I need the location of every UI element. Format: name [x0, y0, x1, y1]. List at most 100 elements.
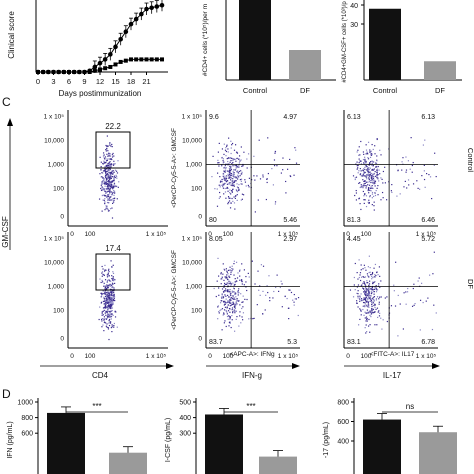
flow-event-dot [224, 288, 227, 290]
flow-event-dot [109, 191, 111, 193]
flow-event-dot [238, 166, 240, 168]
flow-event-dot [114, 310, 116, 312]
flow-event-dot [282, 169, 284, 171]
flow-event-dot [295, 149, 297, 151]
flow-event-dot [226, 313, 228, 315]
flow-event-dot [219, 176, 221, 178]
flow-event-dot [358, 276, 360, 279]
flow-event-dot [237, 291, 239, 293]
flow-event-dot [221, 181, 223, 183]
flow-event-dot [360, 310, 362, 312]
flow-event-dot [103, 274, 105, 276]
flow-event-dot [108, 152, 110, 154]
flow-event-dot [286, 297, 288, 300]
flow-event-dot [233, 306, 235, 308]
flow-event-dot [112, 314, 114, 316]
flow-event-dot [234, 169, 237, 171]
flow-event-dot [102, 310, 104, 312]
flow-event-dot [364, 193, 366, 195]
flow-event-dot [418, 277, 420, 279]
flow-event-dot [102, 318, 104, 320]
flow-event-dot [223, 309, 226, 311]
flow-event-dot [113, 180, 115, 182]
clinical-x-tick-label: 6 [67, 77, 71, 86]
flow-event-dot [367, 325, 370, 327]
flow-event-dot [111, 297, 113, 299]
flow-event-dot [107, 272, 109, 274]
flow-event-dot [259, 285, 261, 287]
flow-event-dot [411, 305, 414, 307]
flow-event-dot [101, 279, 103, 282]
flow-event-dot [236, 190, 238, 192]
flow-event-dot [244, 298, 246, 301]
flow-event-dot [359, 295, 361, 297]
flow-event-dot [230, 184, 232, 186]
flow-event-dot [232, 171, 234, 173]
flow-event-dot [106, 326, 108, 328]
flow-event-dot [376, 271, 378, 273]
flow-event-dot [357, 290, 359, 292]
quadrant-ul: 8.05 [209, 236, 223, 243]
flow-event-dot [367, 170, 369, 172]
flow-event-dot [373, 300, 375, 302]
flow-event-dot [235, 261, 238, 263]
panel-a-clinical-score: Clinical score 0 3 6 9 12 15 18 21 Days postimm… [7, 0, 168, 98]
flow-event-dot [360, 184, 362, 186]
flow-event-dot [104, 183, 106, 185]
flow-event-dot [107, 163, 109, 165]
flow-event-dot [355, 302, 358, 304]
flow-event-dot [107, 287, 109, 289]
flow-event-dot [103, 298, 106, 300]
flow-event-dot [101, 293, 103, 295]
flow-event-dot [223, 178, 225, 180]
flow-event-dot [368, 184, 371, 186]
flow-event-dot [227, 203, 229, 205]
flow-event-dot [230, 293, 232, 295]
flow-event-dot [112, 303, 114, 305]
flow-event-dot [106, 178, 108, 180]
flow-event-dot [366, 318, 368, 320]
flow-event-dot [228, 196, 230, 199]
flow-event-dot [108, 185, 111, 187]
flow-event-dot [363, 264, 365, 266]
significance-label: *** [246, 402, 255, 411]
flow-event-dot [276, 274, 278, 276]
flow-event-dot [378, 303, 380, 305]
flow-event-dot [100, 176, 102, 178]
flow-event-dot [370, 295, 372, 297]
flow-event-dot [110, 186, 113, 188]
flow-event-dot [371, 288, 373, 290]
flow-event-dot [407, 160, 409, 162]
flow-event-dot [101, 183, 103, 186]
flow-event-dot [109, 322, 112, 324]
flow-event-dot [373, 311, 375, 314]
flow-event-dot [99, 173, 101, 175]
flow-event-dot [240, 146, 242, 148]
flow-event-dot [375, 291, 378, 293]
flow-event-dot [108, 179, 110, 182]
flow-event-dot [233, 263, 235, 265]
flow-event-dot [103, 293, 105, 295]
flow-event-dot [217, 151, 219, 153]
flow-event-dot [241, 193, 244, 195]
flow-event-dot [361, 175, 363, 177]
flow-event-dot [230, 174, 232, 177]
flow-event-dot [110, 183, 112, 185]
flow-event-dot [401, 169, 403, 171]
flow-event-dot [378, 310, 380, 312]
flow-event-dot [100, 302, 102, 304]
flow-event-dot [239, 175, 241, 177]
flow-event-dot [372, 169, 375, 171]
flow-event-dot [428, 173, 430, 176]
flow-event-dot [371, 204, 373, 206]
flow-event-dot [246, 167, 248, 169]
flow-event-dot [229, 311, 231, 313]
flow-event-dot [353, 284, 355, 286]
flow-event-dot [366, 288, 368, 290]
flow-event-dot [229, 282, 232, 284]
flow-event-dot [109, 185, 112, 188]
flow-event-dot [256, 175, 258, 177]
flow-event-dot [225, 295, 227, 297]
